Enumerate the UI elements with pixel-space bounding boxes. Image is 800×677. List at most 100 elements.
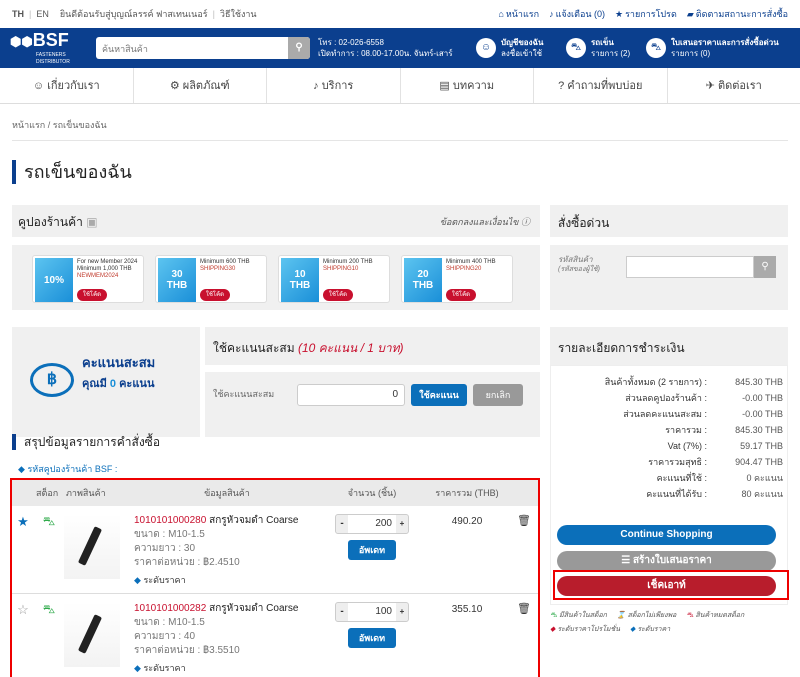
product-code-link[interactable]: 1010101000280 (134, 515, 207, 526)
update-button[interactable]: อัพเดท (348, 628, 396, 648)
divider (12, 140, 788, 141)
account-link[interactable]: ☺ บัญชีของฉัน ลงชื่อเข้าใช้ (476, 37, 558, 59)
use-coupon-button[interactable]: ใช้โค้ด (446, 289, 476, 301)
product-code-input[interactable] (626, 256, 754, 278)
use-points-form: ใช้คะแนนสะสม 0 ใช้คะแนน ยกเลิก (205, 372, 540, 437)
use-points-header: ใช้คะแนนสะสม (10 คะแนน / 1 บาท) (205, 327, 540, 365)
people-icon: ☺ (32, 80, 48, 92)
summary-row: ราคารวมสุทธิ :904.47 THB (648, 457, 783, 467)
price-tier-link[interactable]: ◆ ระดับราคา (134, 575, 186, 585)
hourglass-icon: ⌛ (616, 612, 626, 619)
logo[interactable]: ⬢⬢BSF FASTENERS DISTRIBUTOR (10, 30, 70, 65)
search-bar[interactable]: ค้นหาสินค้า ⚲ (96, 37, 310, 59)
nav-contact[interactable]: ✈ ติดต่อเรา (705, 80, 762, 92)
legend-low-stock: ⌛ สต็อกไม่เพียงพอ (616, 612, 677, 619)
price-tier-link[interactable]: ◆ ระดับราคา (134, 663, 186, 673)
increase-button[interactable]: + (399, 607, 405, 616)
payment-header: รายละเอียดการชำระเงิน (550, 327, 788, 365)
coupon-card: 20 THB Minimum 400 THB SHIPPING20 ใช้โค้ด (401, 255, 513, 303)
col-info: ข้อมูลสินค้า (204, 488, 250, 498)
create-quote-button[interactable]: ☰ สร้างใบเสนอราคา (557, 551, 776, 571)
summary-row: สินค้าทั้งหมด (2 รายการ) :845.30 THB (604, 377, 783, 387)
home-link[interactable]: ⌂ หน้าแรก (498, 9, 540, 19)
cart-link[interactable]: ⛍ รถเข็น รายการ (2) (566, 37, 638, 59)
search-icon[interactable]: ⚲ (754, 256, 776, 278)
tag-icon: ◆ (18, 464, 25, 474)
in-stock-cart-icon: ⛍ (42, 602, 56, 616)
user-icon: ☺ (476, 38, 496, 58)
use-points-button[interactable]: ใช้คะแนน (411, 384, 467, 406)
coupon-title: คูปองร้านค้า (18, 215, 83, 229)
nav-faq[interactable]: ? คำถามที่พบบ่อย (534, 68, 668, 103)
legend-in-stock: ⛍ มีสินค้าในสต็อก (550, 612, 607, 619)
use-coupon-button[interactable]: ใช้โค้ด (200, 289, 230, 301)
cart-table: สต็อก ภาพสินค้า ข้อมูลสินค้า จำนวน (ชิ้น… (10, 478, 540, 677)
continue-shopping-button[interactable]: Continue Shopping (557, 525, 776, 545)
product-code-link[interactable]: 1010101000282 (134, 603, 207, 614)
trash-icon[interactable]: 🗑 (517, 515, 531, 527)
use-coupon-button[interactable]: ใช้โค้ด (77, 289, 107, 301)
use-coupon-button[interactable]: ใช้โค้ด (323, 289, 353, 301)
checkout-button[interactable]: เช็คเอาท์ (557, 576, 776, 596)
top-bar: TH | EN ยินดีต้อนรับสู่บุญณ์ลรรค์ ฟาสเทนเ… (0, 0, 800, 28)
quantity-stepper[interactable]: - 200 + (335, 514, 409, 534)
coupon-code-link[interactable]: ◆ รหัสคูปองร้านค้า BSF : (18, 464, 118, 474)
quantity-input[interactable]: 200 (348, 515, 396, 533)
welcome-text: ยินดีต้อนรับสู่บุญณ์ลรรค์ ฟาสเทนเนอร์ (59, 9, 208, 19)
product-image[interactable] (64, 602, 120, 667)
summary-row: Vat (7%) :59.17 THB (667, 441, 783, 451)
breadcrumb-current: รถเข็นของฉัน (52, 120, 107, 130)
nav-services[interactable]: ♪ บริการ (267, 68, 401, 103)
in-stock-cart-icon: ⛍ (42, 514, 56, 528)
page-title: รถเข็นของฉัน (12, 160, 132, 184)
product-image[interactable] (64, 514, 120, 579)
separator: | (29, 9, 32, 19)
points-title: คะแนนสะสม (82, 355, 156, 370)
quote-link[interactable]: ⛍ ใบเสนอราคาและการสั่งซื้อด่วน รายการ (0) (646, 37, 790, 59)
decrease-button[interactable]: - (340, 606, 344, 617)
table-row: ☆ ⛍ 1010101000282 สกรูหัวจมดำ Coarse ขนา… (12, 594, 538, 677)
points-input[interactable]: 0 (297, 384, 405, 406)
bell-icon: ♪ (549, 9, 554, 19)
col-total: ราคารวม (THB) (435, 488, 499, 498)
favorites-link[interactable]: ★ รายการโปรด (615, 9, 677, 19)
lang-th[interactable]: TH (12, 9, 24, 19)
update-button[interactable]: อัพเดท (348, 540, 396, 560)
decrease-button[interactable]: - (340, 518, 344, 529)
separator: | (212, 9, 215, 19)
terms-link[interactable]: ข้อตกลงและเงื่อนไข ⓘ (439, 217, 530, 227)
nav-articles[interactable]: ▤ บทความ (401, 68, 534, 103)
quick-order-header: สั่งซื้อด่วน (550, 205, 788, 237)
nav-products[interactable]: ⚙ ผลิตภัณฑ์ (134, 68, 267, 103)
checkout-highlight (553, 570, 789, 600)
product-info: 1010101000282 สกรูหัวจมดำ Coarse ขนาด : … (134, 602, 320, 675)
cancel-points-button[interactable]: ยกเลิก (473, 384, 523, 406)
search-input[interactable]: ค้นหาสินค้า (102, 44, 148, 54)
nav-about[interactable]: ☺ เกี่ยวกับเรา (0, 68, 134, 103)
summary-row: คะแนนที่ได้รับ :80 คะแนน (646, 489, 783, 499)
howto-link[interactable]: วิธีใช้งาน (219, 9, 257, 19)
lang-en[interactable]: EN (36, 9, 49, 19)
document-icon: ▤ (439, 80, 453, 92)
legend-price-tier: ◆ ระดับราคา (630, 626, 671, 633)
quantity-stepper[interactable]: - 100 + (335, 602, 409, 622)
notification-link[interactable]: ♪ แจ้งเตือน (0) (549, 9, 606, 19)
star-icon: ★ (615, 9, 624, 19)
points-input-label: ใช้คะแนนสะสม (213, 389, 275, 399)
product-code-label: รหัสสินค้า (รหัสของผู้ใช้) (558, 255, 600, 273)
favorite-star-icon[interactable]: ★ (17, 514, 29, 529)
legend-promo-tier: ◆ ระดับราคาโปรโมชั่น (550, 626, 621, 633)
cart-icon: ⛍ (566, 38, 586, 58)
bell-icon: ♪ (313, 80, 322, 92)
home-icon: ⌂ (498, 9, 504, 19)
quick-order-form: รหัสสินค้า (รหัสของผู้ใช้) ⚲ (550, 245, 788, 310)
search-icon[interactable]: ⚲ (288, 37, 310, 59)
breadcrumb-home[interactable]: หน้าแรก (12, 120, 46, 130)
quote-cart-icon: ⛍ (646, 38, 666, 58)
quantity-input[interactable]: 100 (348, 603, 396, 621)
trash-icon[interactable]: 🗑 (517, 603, 531, 615)
favorite-star-outline-icon[interactable]: ☆ (17, 602, 29, 617)
tag-blue-icon: ◆ (630, 626, 636, 633)
increase-button[interactable]: + (399, 519, 405, 528)
track-order-link[interactable]: ▰ ติดตามสถานะการสั่งซื้อ (686, 9, 788, 19)
